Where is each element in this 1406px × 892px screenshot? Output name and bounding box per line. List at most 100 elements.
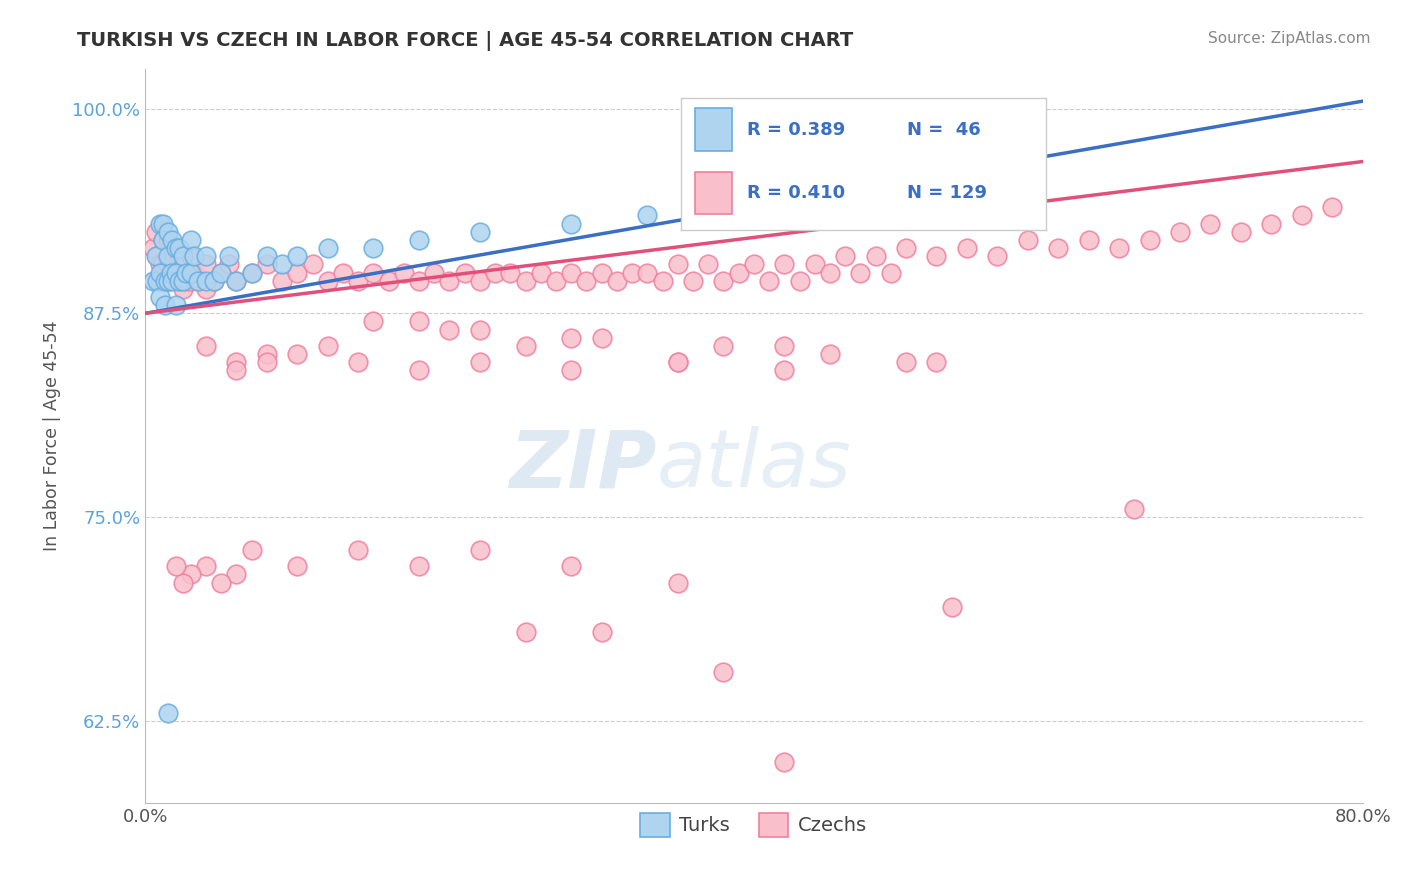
Point bbox=[1108, 241, 1130, 255]
Point bbox=[285, 559, 308, 574]
Point bbox=[162, 274, 184, 288]
Point bbox=[156, 233, 179, 247]
Point bbox=[666, 355, 689, 369]
Point bbox=[285, 347, 308, 361]
Point bbox=[591, 331, 613, 345]
Point bbox=[363, 241, 385, 255]
Point bbox=[560, 217, 582, 231]
Point bbox=[468, 323, 491, 337]
Point bbox=[149, 290, 172, 304]
Point bbox=[152, 233, 174, 247]
Point bbox=[894, 241, 917, 255]
Point bbox=[727, 200, 749, 214]
Point bbox=[152, 217, 174, 231]
Point bbox=[1139, 233, 1161, 247]
Point bbox=[165, 241, 187, 255]
Point bbox=[439, 323, 461, 337]
Text: Source: ZipAtlas.com: Source: ZipAtlas.com bbox=[1208, 31, 1371, 46]
Point bbox=[515, 624, 537, 639]
Point bbox=[172, 274, 194, 288]
Point bbox=[713, 665, 735, 680]
Text: ZIP: ZIP bbox=[509, 426, 657, 504]
Point bbox=[240, 543, 263, 558]
Point bbox=[165, 298, 187, 312]
Point bbox=[174, 274, 197, 288]
Point bbox=[180, 233, 202, 247]
Point bbox=[271, 274, 294, 288]
Point bbox=[468, 355, 491, 369]
Point bbox=[818, 347, 841, 361]
Point bbox=[209, 266, 232, 280]
Point bbox=[167, 274, 190, 288]
Point bbox=[142, 241, 165, 255]
Point bbox=[560, 363, 582, 377]
Point bbox=[160, 249, 183, 263]
Point bbox=[713, 339, 735, 353]
Point bbox=[218, 249, 240, 263]
Point bbox=[172, 282, 194, 296]
Point bbox=[591, 624, 613, 639]
Point bbox=[240, 266, 263, 280]
Point bbox=[621, 266, 644, 280]
Point bbox=[1123, 502, 1146, 516]
Point bbox=[172, 257, 194, 271]
Point bbox=[316, 274, 339, 288]
Point bbox=[301, 257, 323, 271]
Point bbox=[149, 274, 172, 288]
Point bbox=[156, 249, 179, 263]
Point bbox=[156, 274, 179, 288]
Legend: Turks, Czechs: Turks, Czechs bbox=[633, 805, 875, 845]
Point bbox=[1291, 208, 1313, 222]
Point bbox=[180, 274, 202, 288]
Point bbox=[560, 331, 582, 345]
Point bbox=[165, 266, 187, 280]
Point bbox=[174, 266, 197, 280]
Point bbox=[145, 225, 167, 239]
Point bbox=[682, 274, 704, 288]
Point bbox=[156, 257, 179, 271]
Point bbox=[149, 266, 172, 280]
Point bbox=[347, 274, 370, 288]
Point bbox=[165, 274, 187, 288]
Point bbox=[187, 274, 209, 288]
Point bbox=[925, 355, 948, 369]
Point bbox=[209, 575, 232, 590]
Point bbox=[1260, 217, 1282, 231]
Point bbox=[149, 217, 172, 231]
Point bbox=[499, 266, 522, 280]
Point bbox=[880, 266, 903, 280]
Point bbox=[167, 241, 190, 255]
Point bbox=[423, 266, 446, 280]
Point bbox=[789, 274, 811, 288]
Point bbox=[240, 266, 263, 280]
Point bbox=[636, 208, 658, 222]
Point bbox=[256, 257, 278, 271]
Point bbox=[363, 266, 385, 280]
Point bbox=[225, 363, 247, 377]
Point bbox=[316, 241, 339, 255]
Point bbox=[156, 274, 179, 288]
Point bbox=[153, 274, 176, 288]
Point bbox=[332, 266, 354, 280]
Point bbox=[818, 192, 841, 206]
Point bbox=[758, 274, 780, 288]
Point bbox=[209, 266, 232, 280]
Point bbox=[183, 249, 205, 263]
Point bbox=[347, 543, 370, 558]
Point bbox=[1230, 225, 1253, 239]
Point bbox=[194, 249, 217, 263]
Point bbox=[408, 559, 430, 574]
Point bbox=[773, 339, 796, 353]
Point bbox=[172, 249, 194, 263]
Point bbox=[865, 249, 887, 263]
Point bbox=[408, 314, 430, 328]
Point bbox=[316, 339, 339, 353]
Point bbox=[666, 257, 689, 271]
Point bbox=[285, 249, 308, 263]
Point bbox=[849, 266, 872, 280]
Point bbox=[651, 274, 673, 288]
Point bbox=[697, 257, 720, 271]
Point bbox=[152, 257, 174, 271]
Point bbox=[256, 355, 278, 369]
Point bbox=[202, 274, 225, 288]
